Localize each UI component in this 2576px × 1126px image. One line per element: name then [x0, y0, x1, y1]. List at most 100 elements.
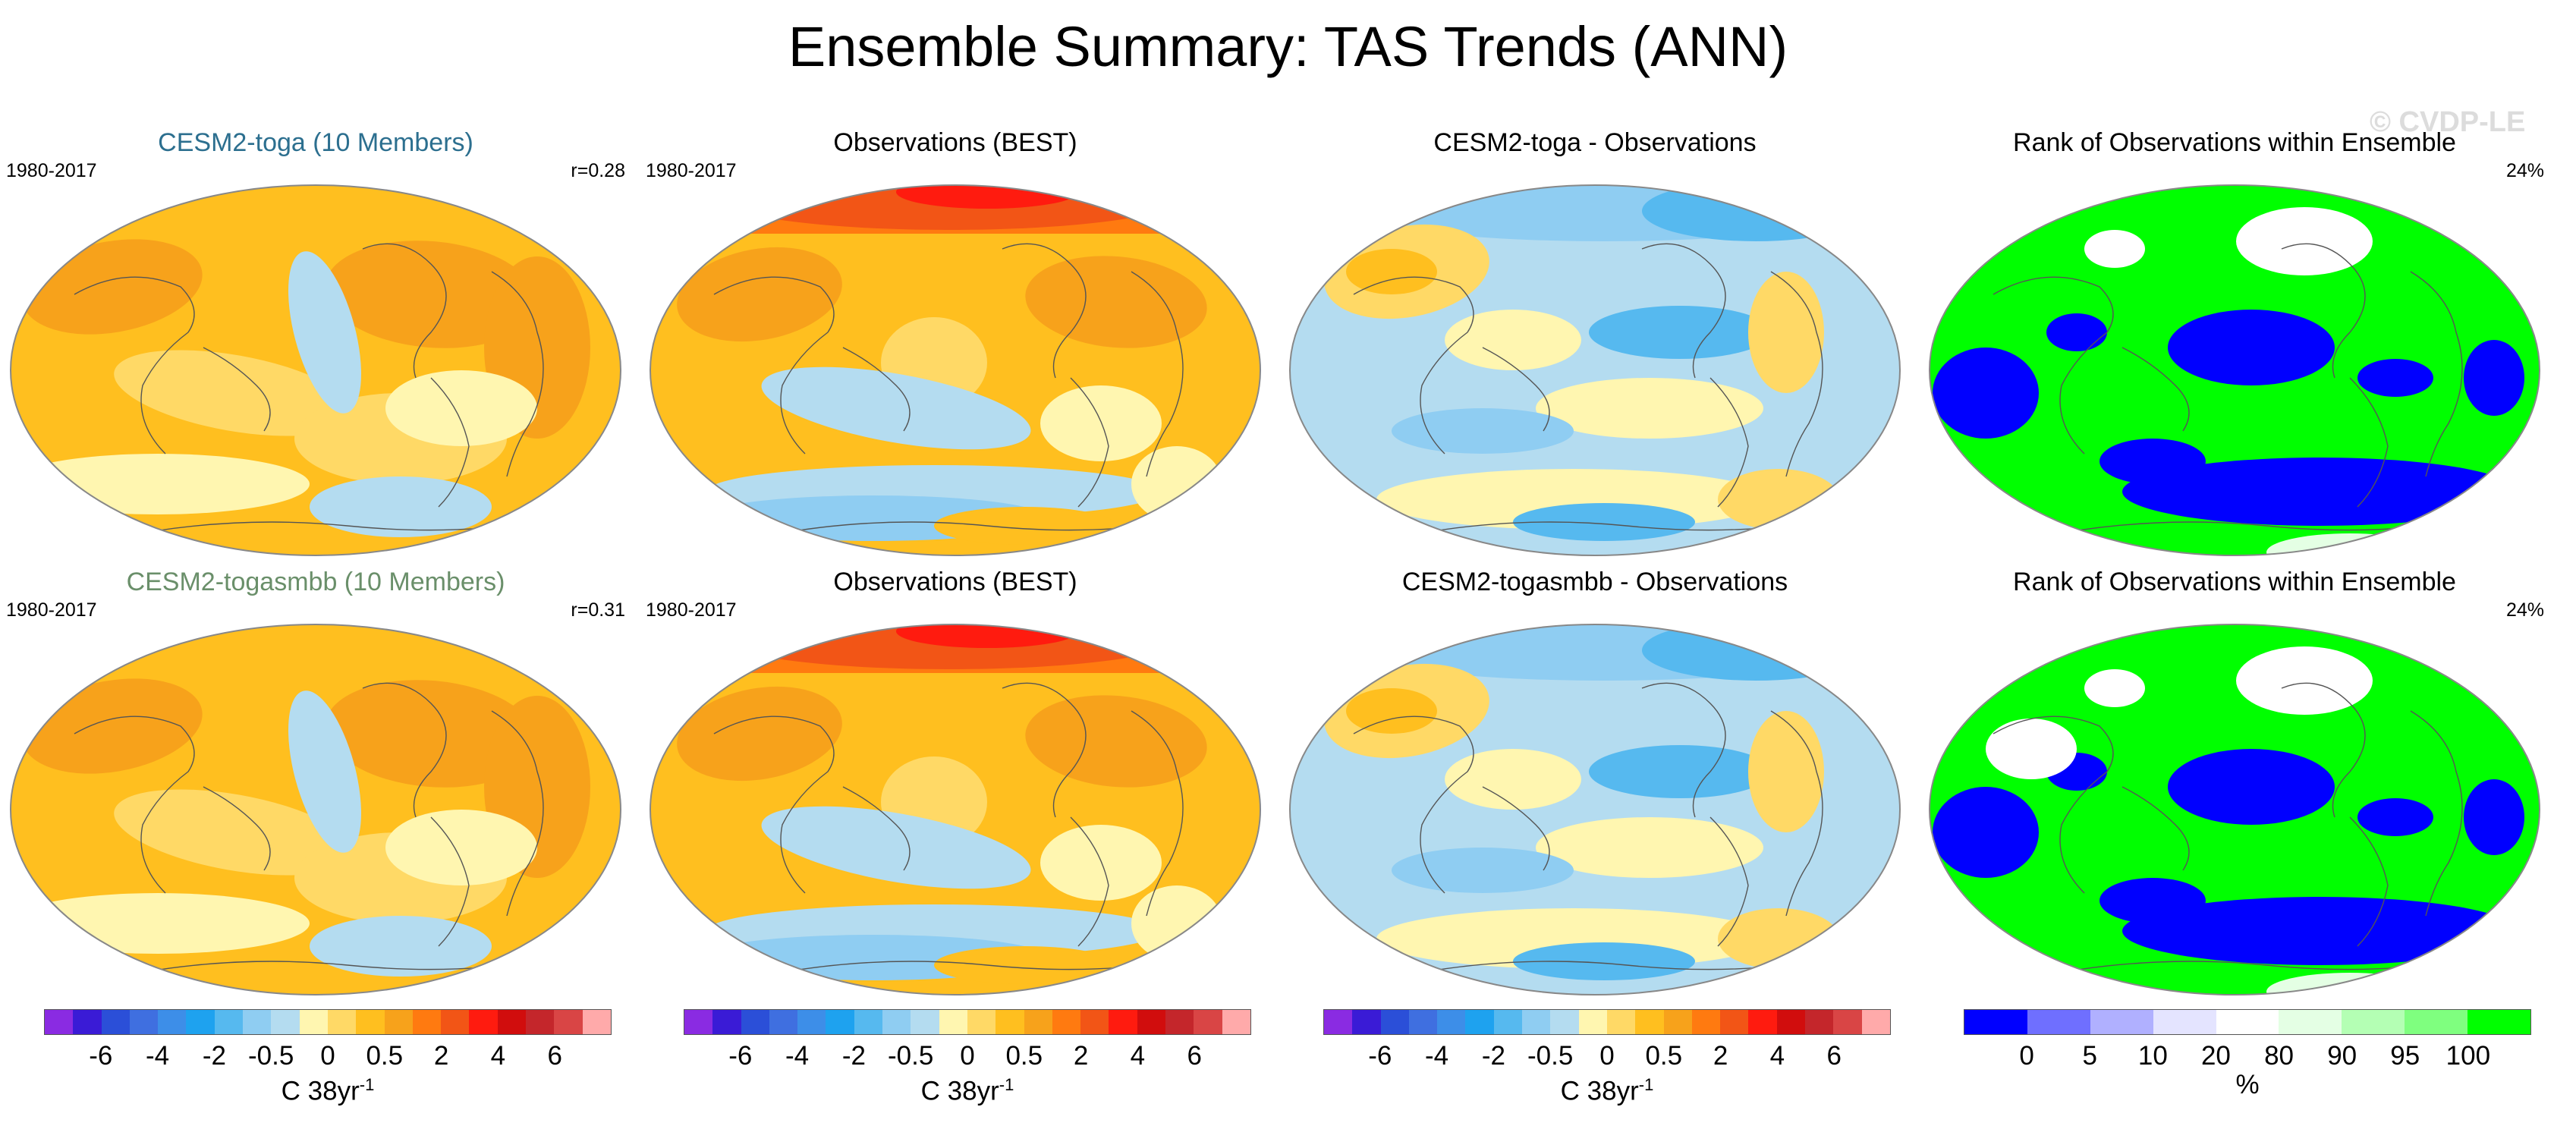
colorbar-unit-1: C 38yr-1	[44, 1070, 612, 1107]
robinson-map	[1929, 624, 2540, 995]
colorbar-tick-label: -0.5	[248, 1041, 294, 1071]
colorbar-tick-label: 6	[547, 1041, 562, 1071]
map-panel-6: Observations (BEST) 1980-2017	[640, 565, 1271, 995]
colorbar-unit-sup: -1	[1638, 1075, 1654, 1094]
map-field-patch	[1536, 817, 1763, 878]
colorbar-swatch	[1380, 1010, 1409, 1034]
colorbar-swatch	[2216, 1010, 2279, 1034]
colorbar-swatch	[882, 1010, 911, 1034]
colorbar-tick-label: 0.5	[1005, 1041, 1043, 1071]
colorbar-tick-label: 4	[490, 1041, 506, 1071]
colorbar-swatch	[554, 1010, 583, 1034]
colorbar-swatch	[1964, 1010, 2027, 1034]
colorbar-tick-label: -6	[89, 1041, 113, 1071]
colorbar-swatch	[854, 1010, 883, 1034]
colorbar-swatch	[1352, 1010, 1381, 1034]
map-field-patch	[2084, 669, 2145, 707]
colorbar-unit-sup: -1	[359, 1075, 375, 1094]
map-field-patch	[1718, 908, 1839, 969]
map-field-patch	[1933, 348, 2039, 439]
colorbar-tick-label: -2	[1481, 1041, 1505, 1071]
colorbar-tick-label: -2	[202, 1041, 226, 1071]
colorbar-tick-label: -4	[146, 1041, 170, 1071]
colorbar-swatch	[1805, 1010, 1834, 1034]
robinson-map	[1289, 624, 1901, 995]
coastlines	[1993, 682, 2472, 977]
colorbar-swatch	[1137, 1010, 1166, 1034]
map-field-patch	[2236, 646, 2373, 715]
map-field-patch	[1025, 256, 1207, 348]
colorbar-swatch	[73, 1010, 102, 1034]
panel-title: Observations (BEST)	[833, 128, 1077, 157]
colorbar-swatch	[967, 1010, 996, 1034]
map-field-patch	[1025, 695, 1207, 788]
robinson-map	[1289, 184, 1901, 556]
map-field-patch	[2357, 798, 2433, 836]
colorbar-swatch	[2279, 1010, 2342, 1034]
colorbar-swatch	[441, 1010, 470, 1034]
colorbar-swatch	[186, 1010, 215, 1034]
map-field-patch	[114, 789, 354, 876]
colorbar-tick-label: -0.5	[888, 1041, 934, 1071]
colorbar-tick-label: -6	[1368, 1041, 1392, 1071]
colorbar-swatch	[1165, 1010, 1194, 1034]
map-field-patch	[310, 477, 492, 537]
colorbar-swatch	[1635, 1010, 1664, 1034]
colorbar-labels: 0 5 10 20 80 90 95 100	[1964, 1041, 2531, 1071]
map-field-patch	[677, 686, 842, 782]
map-field-patch	[325, 241, 537, 348]
colorbar-tick-label: 4	[1769, 1041, 1785, 1071]
map-field-patch	[1346, 249, 1437, 294]
colorbar-swatch	[1109, 1010, 1137, 1034]
colorbar-swatch	[45, 1010, 74, 1034]
panel-period-label: 1980-2017	[6, 599, 97, 621]
map-field-patch	[1748, 272, 1824, 393]
colorbar-swatches	[1964, 1009, 2531, 1035]
map-field-patch	[1589, 306, 1771, 359]
colorbar-swatch	[243, 1010, 272, 1034]
colorbar-swatches	[1323, 1009, 1891, 1035]
map-field-patch	[2099, 439, 2206, 484]
map-field-patch	[934, 946, 1116, 984]
colorbar-swatch	[2342, 1010, 2405, 1034]
colorbar-swatches	[684, 1009, 1251, 1035]
map-panel-8: Rank of Observations within Ensemble 24%	[1919, 565, 2550, 995]
panel-period-label: 1980-2017	[6, 160, 97, 181]
map-field-patch	[385, 370, 537, 446]
colorbar-swatch	[1776, 1010, 1806, 1034]
map-field-patch	[1392, 408, 1574, 454]
colorbar-unit-sup: -1	[999, 1075, 1014, 1094]
map-outline	[1289, 624, 1901, 995]
colorbar-tick-label: 0	[320, 1041, 335, 1071]
colorbar-tick-label: 20	[2200, 1041, 2231, 1071]
colorbar-swatch	[1578, 1010, 1607, 1034]
colorbar-swatch	[384, 1010, 413, 1034]
colorbar-swatch	[271, 1010, 300, 1034]
colorbar-swatch	[1720, 1010, 1749, 1034]
map-field-patch	[114, 350, 354, 436]
colorbar-unit-text: %	[2235, 1070, 2260, 1099]
map-field-patch	[1445, 310, 1581, 370]
colorbar-tick-label: 10	[2137, 1041, 2168, 1071]
map-field-patch	[1445, 749, 1581, 810]
colorbar-swatch	[497, 1010, 527, 1034]
colorbar-swatch	[1052, 1010, 1081, 1034]
panel-title: CESM2-toga (10 Members)	[158, 128, 473, 157]
map-field-patch	[2168, 310, 2335, 385]
map-field-patch	[761, 806, 1031, 889]
colorbar-unit-rank: %	[1964, 1070, 2531, 1100]
panel-title: CESM2-togasmbb (10 Members)	[126, 568, 505, 596]
map-field-patch	[1748, 711, 1824, 832]
map-field-patch	[1718, 469, 1839, 530]
map-outline	[650, 184, 1261, 556]
map-field-patch	[1589, 745, 1771, 798]
map-outline	[10, 184, 621, 556]
map-panel-3: CESM2-toga - Observations	[1279, 126, 1911, 556]
colorbar-swatch	[1691, 1010, 1721, 1034]
colorbar-swatch	[299, 1010, 328, 1034]
colorbar-trend-3: -6 -4 -2 -0.5 0 0.5 2 4 6	[1323, 1009, 1891, 1071]
colorbar-unit-2: C 38yr-1	[684, 1070, 1251, 1107]
colorbar-swatch	[2153, 1010, 2216, 1034]
colorbar-swatch	[1833, 1010, 1862, 1034]
colorbar-swatch	[1194, 1010, 1222, 1034]
